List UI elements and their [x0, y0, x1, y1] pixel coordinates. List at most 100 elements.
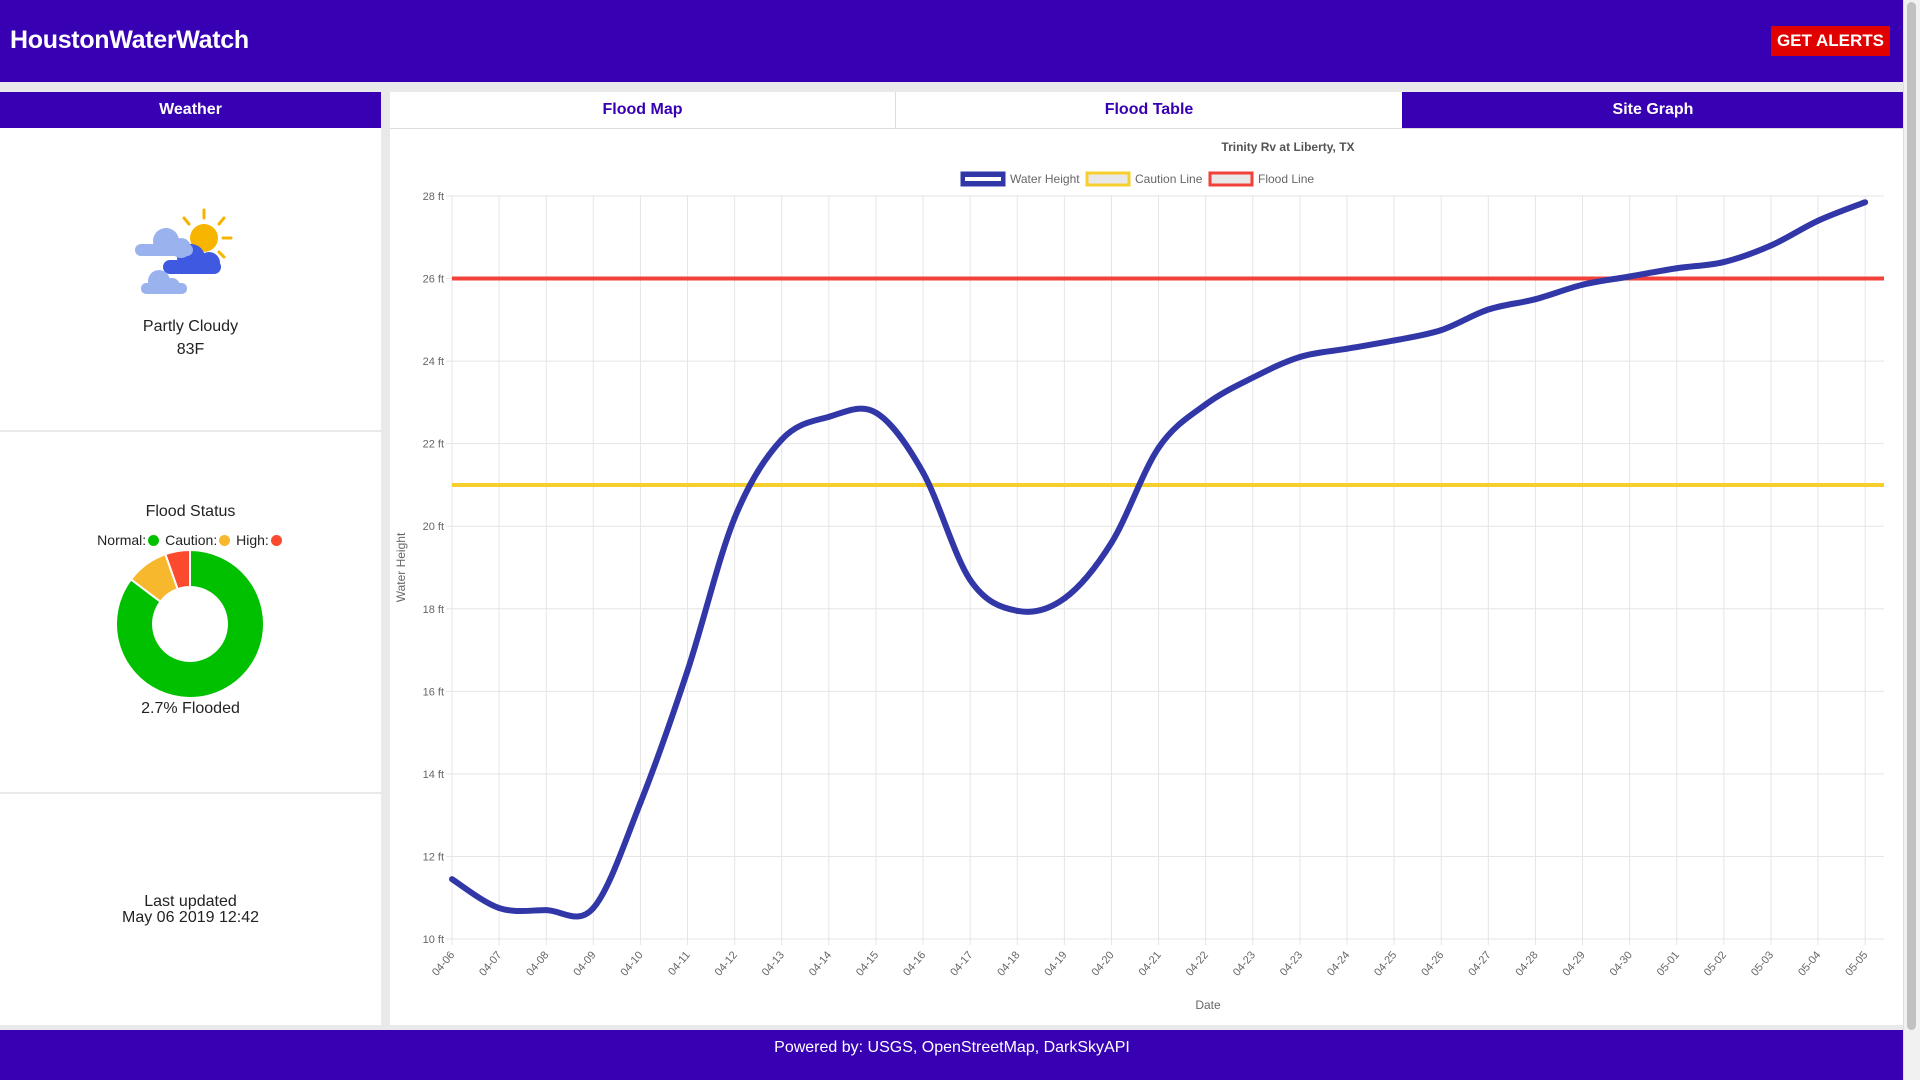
water-height-point [1720, 259, 1727, 266]
water-height-point [967, 576, 974, 583]
tab-flood-map[interactable]: Flood Map [390, 92, 896, 128]
page-scrollbar[interactable] [1903, 0, 1920, 1080]
y-tick-label: 20 ft [423, 521, 444, 533]
x-tick-label: 04-23 [1231, 949, 1258, 978]
partly-cloudy-icon [135, 208, 233, 294]
legend-label-1: Caution Line [1135, 172, 1203, 186]
flooded-percentage: 2.7% Flooded [141, 700, 240, 717]
flood-status-panel: Flood Status Normal: Caution: High: 2.7%… [0, 432, 381, 794]
caution-dot-icon [219, 535, 231, 546]
water-height-point [543, 907, 550, 914]
water-height-point [920, 469, 927, 476]
x-tick-label: 04-17 [948, 949, 975, 978]
y-tick-label: 22 ft [423, 439, 444, 451]
donut-normal-slice [115, 549, 265, 699]
normal-dot-icon [148, 535, 160, 546]
tab-flood-table[interactable]: Flood Table [1104, 101, 1194, 118]
x-tick-label: 04-28 [1513, 949, 1540, 978]
x-tick-label: 04-14 [807, 949, 834, 978]
legend-swatch-inner [965, 177, 1001, 181]
legend-caution-label: Caution: [165, 532, 218, 548]
water-height-point [1438, 327, 1445, 334]
y-tick-label: 10 ft [423, 934, 444, 946]
legend-normal-label: Normal: [97, 532, 147, 548]
x-tick-label: 04-24 [1325, 949, 1352, 978]
x-tick-label: 05-03 [1749, 949, 1776, 978]
flood-status-donut[interactable] [115, 549, 265, 699]
water-height-point [1862, 199, 1869, 206]
water-height-point [684, 667, 691, 674]
footer: Powered by: USGS, OpenStreetMap, DarkSky… [0, 1030, 1904, 1080]
water-height-point [637, 799, 644, 806]
footer-credits: Powered by: USGS, OpenStreetMap, DarkSky… [774, 1039, 1130, 1056]
high-dot-icon [270, 535, 282, 546]
y-tick-label: 12 ft [423, 851, 444, 863]
x-tick-label: 04-12 [713, 949, 740, 978]
y-tick-label: 26 ft [423, 274, 444, 286]
tab-site-graph[interactable]: Site Graph [1402, 92, 1904, 128]
tab-weather[interactable]: Weather [0, 92, 381, 128]
x-tick-label: 04-18 [995, 949, 1022, 978]
last-updated-panel: Last updated May 06 2019 12:42 [0, 794, 381, 1025]
flood-status-title: Flood Status [145, 503, 236, 520]
x-tick-label: 04-10 [618, 949, 645, 978]
x-tick-label: 04-15 [854, 949, 881, 978]
x-tick-label: 05-01 [1655, 949, 1682, 978]
water-height-point [1767, 242, 1774, 249]
x-tick-label: 04-21 [1137, 949, 1164, 978]
water-height-point [1296, 353, 1303, 360]
water-height-point [1249, 374, 1256, 381]
water-height-point [1061, 595, 1068, 602]
x-tick-label: 04-27 [1466, 949, 1493, 978]
last-updated-time: May 06 2019 12:42 [122, 909, 259, 926]
x-tick-label: 05-02 [1702, 949, 1729, 978]
weather-description: Partly Cloudy [142, 318, 239, 335]
water-height-point [449, 876, 455, 883]
y-tick-label: 28 ft [423, 191, 444, 203]
x-tick-label: 04-22 [1184, 949, 1211, 978]
x-tick-label: 04-30 [1608, 949, 1635, 978]
x-tick-label: 04-06 [430, 949, 457, 978]
x-tick-label: 04-23 [1278, 949, 1305, 978]
x-tick-label: 04-13 [760, 949, 787, 978]
legend-label-0: Water Height [1010, 172, 1080, 186]
weather-temperature: 83F [176, 341, 205, 358]
y-tick-label: 14 ft [423, 769, 444, 781]
y-tick-label: 16 ft [423, 686, 444, 698]
water-height-point [1108, 539, 1115, 546]
water-height-point [1626, 273, 1633, 280]
x-tick-label: 04-26 [1419, 949, 1446, 978]
water-height-point [496, 905, 503, 912]
x-tick-label: 05-05 [1843, 949, 1870, 978]
water-height-point [1344, 345, 1350, 352]
header-bar: HoustonWaterWatch GET ALERTS [0, 0, 1904, 82]
water-height-point [1815, 217, 1822, 224]
chart-title: Trinity Rv at Liberty, TX [1221, 140, 1354, 154]
chart-legend: Water Height Caution Line Flood Line [960, 171, 1314, 187]
water-height-point [590, 905, 597, 912]
water-height-point [1579, 281, 1586, 288]
x-tick-label: 04-25 [1372, 949, 1399, 978]
x-tick-label: 04-20 [1089, 949, 1116, 978]
site-graph-panel: Trinity Rv at Liberty, TX Water Height Cau… [390, 129, 1904, 1025]
app-title[interactable]: HoustonWaterWatch [10, 26, 249, 54]
y-axis-title: Water Height [394, 532, 408, 602]
scrollbar-thumb[interactable] [1907, 2, 1916, 1030]
main-tabs: Flood Map Flood Table Site Graph [390, 92, 1904, 129]
water-height-point [778, 436, 785, 443]
x-tick-label: 04-16 [901, 949, 928, 978]
x-tick-label: 04-07 [477, 949, 504, 978]
y-tick-label: 18 ft [423, 604, 444, 616]
water-height-point [1532, 296, 1539, 303]
water-height-point [1673, 265, 1680, 272]
x-tick-label: 04-29 [1561, 949, 1588, 978]
water-height-series [450, 199, 1867, 920]
sidebar: Weather [0, 92, 381, 1025]
get-alerts-button[interactable]: GET ALERTS [1770, 26, 1890, 56]
water-height-point [731, 514, 738, 521]
y-tick-label: 24 ft [423, 356, 444, 368]
donut-high-slice [164, 549, 191, 591]
x-tick-label: 04-11 [666, 949, 693, 978]
flood-status-legend: Normal: Caution: High: [0, 532, 381, 548]
last-updated-label: Last updated [144, 893, 237, 910]
